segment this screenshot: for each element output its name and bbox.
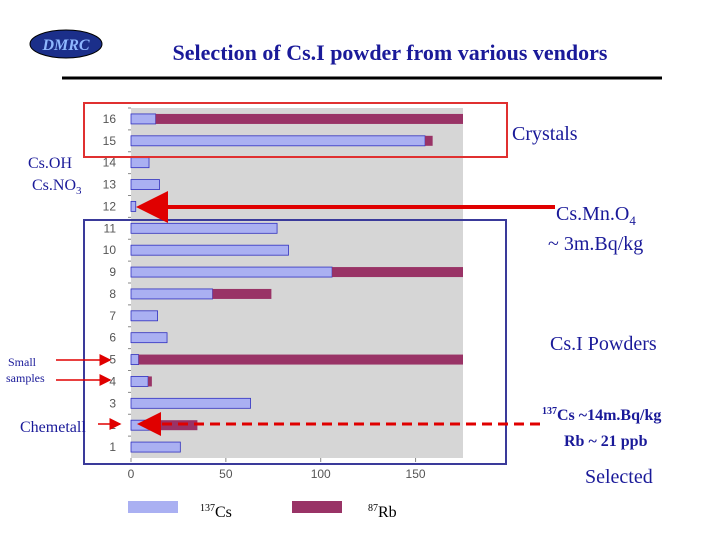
logo: DMRC xyxy=(29,29,103,59)
y-tick-label: 7 xyxy=(109,309,116,323)
y-tick-label: 16 xyxy=(103,112,117,126)
legend-swatch xyxy=(292,501,342,513)
annotation: Small xyxy=(8,355,37,369)
annotation: Rb ~ 21 ppb xyxy=(564,433,648,450)
y-tick-label: 14 xyxy=(103,156,117,170)
powders-box xyxy=(83,219,507,465)
crystals-box xyxy=(83,102,508,158)
annotation: Cs.Mn.O4 xyxy=(556,203,636,228)
y-tick-label: 1 xyxy=(109,440,116,454)
label-area xyxy=(88,108,131,458)
x-tick-label: 150 xyxy=(406,467,426,481)
bar xyxy=(130,201,137,212)
y-tick-label: 8 xyxy=(109,287,116,301)
annotation: ~ 3m.Bq/kg xyxy=(548,233,643,255)
bar xyxy=(148,376,152,387)
y-tick-label: 11 xyxy=(104,221,117,235)
annotation: Cs.I Powders xyxy=(550,333,657,355)
legend-name: Cs xyxy=(215,504,232,521)
bar xyxy=(212,288,272,299)
y-tick-label: 6 xyxy=(109,331,116,345)
legend-label: 137Cs xyxy=(200,503,232,521)
y-tick-label: 12 xyxy=(103,199,117,213)
annotation: Cs.NO3 xyxy=(32,177,82,197)
x-tick-label: 0 xyxy=(128,467,135,481)
bar xyxy=(130,179,160,190)
annotation: Crystals xyxy=(512,123,578,145)
bar xyxy=(130,397,251,409)
bar xyxy=(130,354,139,365)
annotation: samples xyxy=(6,371,45,385)
bar xyxy=(130,376,149,387)
bar xyxy=(130,135,426,147)
bar xyxy=(425,135,433,146)
y-tick-label: 13 xyxy=(103,178,117,192)
legend-isotope: 87 xyxy=(368,503,378,514)
bar xyxy=(155,113,464,124)
annotation: Selected xyxy=(585,466,653,488)
y-tick-label: 15 xyxy=(103,134,117,148)
y-tick-label: 2 xyxy=(109,418,116,432)
x-tick-label: 50 xyxy=(219,467,233,481)
y-tick-label: 10 xyxy=(103,243,117,257)
annotation: Chemetall xyxy=(20,419,86,436)
bar xyxy=(130,332,168,344)
chart-title: Selection of Cs.I powder from various ve… xyxy=(173,40,608,65)
y-tick-label: 9 xyxy=(109,265,116,279)
bar xyxy=(130,266,333,278)
legend-isotope: 137 xyxy=(200,503,215,514)
y-tick-label: 3 xyxy=(109,396,116,410)
bar xyxy=(332,267,463,278)
bar xyxy=(130,441,181,453)
bar xyxy=(130,288,213,300)
x-tick-label: 100 xyxy=(311,467,331,481)
legend-label: 87Rb xyxy=(368,503,397,521)
bar xyxy=(130,222,278,234)
legend-swatch xyxy=(128,501,178,513)
y-tick-label: 5 xyxy=(109,353,116,367)
logo-text: DMRC xyxy=(41,37,89,54)
y-tick-label: 4 xyxy=(109,374,116,388)
legend-name: Rb xyxy=(378,504,397,521)
annotation: 137Cs ~14m.Bq/kg xyxy=(542,406,661,424)
bar xyxy=(130,113,157,125)
bar xyxy=(130,244,289,256)
bar xyxy=(130,157,150,169)
bar xyxy=(130,310,158,322)
bar xyxy=(138,354,464,365)
annotation: Cs.OH xyxy=(28,155,72,172)
bar xyxy=(157,420,198,431)
